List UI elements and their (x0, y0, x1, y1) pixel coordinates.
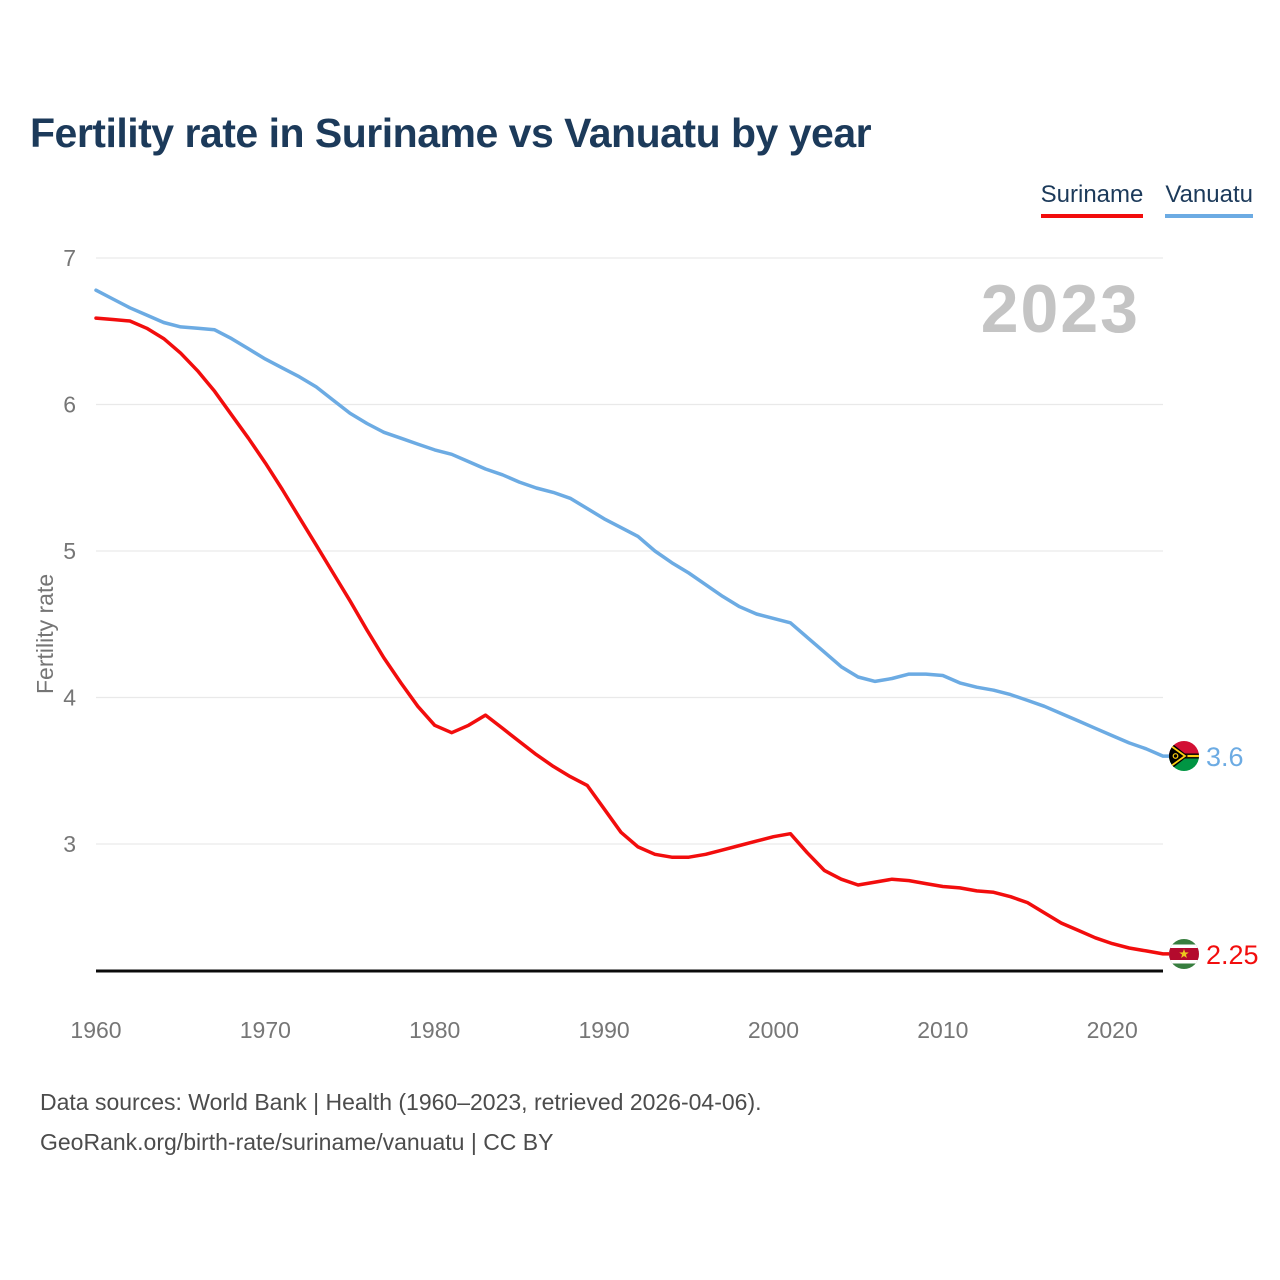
footer-attribution-line: GeoRank.org/birth-rate/suriname/vanuatu … (40, 1129, 554, 1155)
vanuatu-end-value: 3.6 (1206, 742, 1244, 772)
x-tick-label: 2020 (1087, 1017, 1138, 1043)
x-tick-label: 2010 (917, 1017, 968, 1043)
vanuatu-flag-icon (1169, 741, 1199, 771)
footer: Data sources: World Bank | Health (1960–… (40, 1082, 762, 1162)
year-watermark: 2023 (980, 271, 1140, 347)
legend-item-suriname[interactable]: Suriname (1040, 181, 1144, 218)
y-tick-label: 6 (63, 392, 76, 418)
suriname-end-value: 2.25 (1206, 940, 1259, 970)
x-tick-label: 1970 (240, 1017, 291, 1043)
x-tick-label: 2000 (748, 1017, 799, 1043)
x-tick-label: 1980 (409, 1017, 460, 1043)
page-title: Fertility rate in Suriname vs Vanuatu by… (30, 110, 872, 156)
y-tick-label: 4 (63, 685, 76, 711)
y-tick-label: 3 (63, 831, 76, 857)
x-tick-label: 1990 (579, 1017, 630, 1043)
legend: Suriname Vanuatu (1040, 181, 1253, 218)
series-line-vanuatu[interactable] (94, 288, 1186, 758)
legend-item-vanuatu[interactable]: Vanuatu (1165, 181, 1253, 218)
x-tick-label: 1960 (70, 1017, 121, 1043)
plot-layer: 7 6 5 4 3 1960 1970 1980 1990 2000 2010 2020 (63, 245, 1186, 1043)
series-line-suriname[interactable] (94, 316, 1186, 956)
footer-sources-line: Data sources: World Bank | Health (1960–… (40, 1089, 762, 1115)
suriname-flag-icon (1169, 939, 1199, 969)
y-tick-label: 7 (63, 245, 76, 271)
y-tick-label: 5 (63, 538, 76, 564)
